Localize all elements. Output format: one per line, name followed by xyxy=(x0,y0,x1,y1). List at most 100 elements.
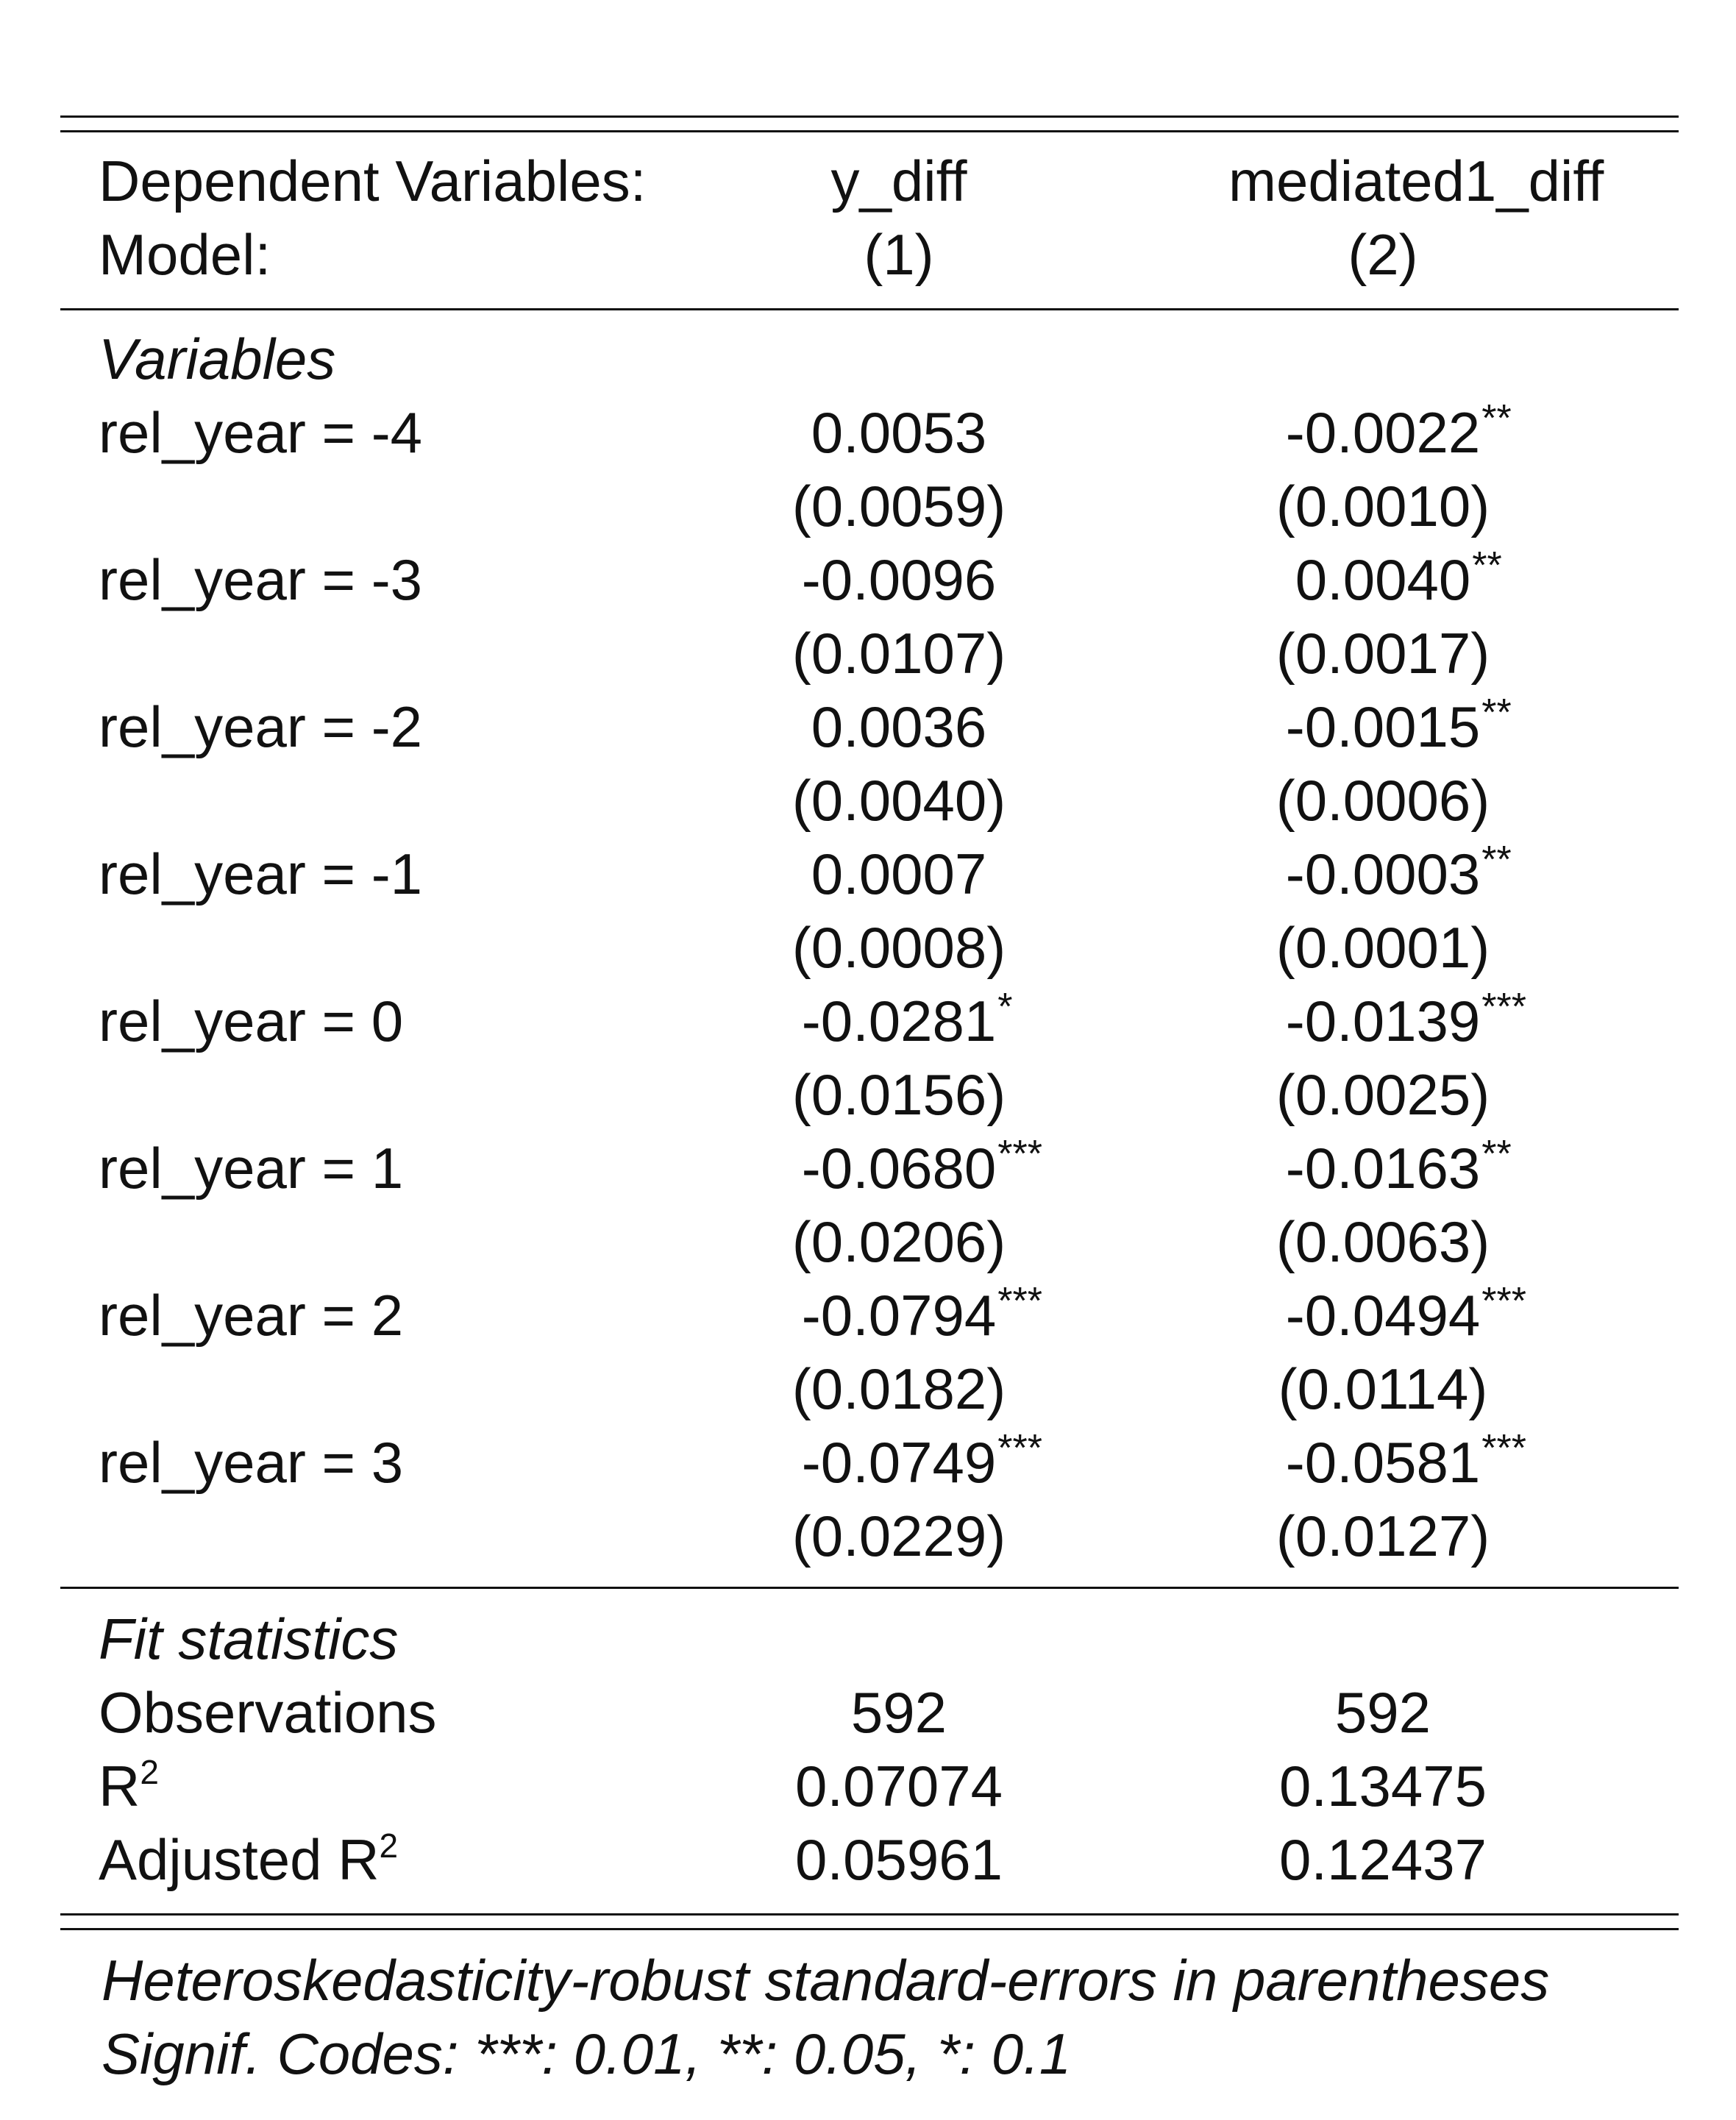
col2-standard-error: (0.0025) xyxy=(1276,1062,1490,1127)
col1-coefficient-cell: 0.0007 xyxy=(752,837,1046,911)
col1-coefficient: -0.0096 xyxy=(802,547,997,612)
observations-row: Observations 592 592 xyxy=(0,1676,1736,1749)
col2-standard-error: (0.0001) xyxy=(1276,915,1490,980)
col1-coefficient-value: 0.0053 xyxy=(811,400,987,465)
coef-row: rel_year = -1 0.0007 -0.0003 ** xyxy=(0,837,1736,911)
variable-label: rel_year = -3 xyxy=(99,547,423,612)
col2-coefficient: -0.0022 ** xyxy=(1286,397,1512,465)
col2-significance-stars: ** xyxy=(1481,397,1512,440)
r2-col1: 0.07074 xyxy=(795,1754,1003,1818)
col1-coefficient-value: -0.0281 xyxy=(801,989,997,1053)
standard-error-row: (0.0229) (0.0127) xyxy=(0,1499,1736,1573)
r2-label: R2 xyxy=(99,1753,159,1818)
note-standard-errors: Heteroskedasticity-robust standard-error… xyxy=(102,1948,1550,2013)
col2-standard-error: (0.0063) xyxy=(1276,1209,1490,1274)
col2-standard-error: (0.0114) xyxy=(1278,1356,1488,1421)
fit-section-row: Fit statistics xyxy=(0,1602,1736,1676)
col1-standard-error: (0.0156) xyxy=(791,1062,1006,1127)
col2-coefficient-value: -0.0163 xyxy=(1285,1136,1481,1200)
col1-standard-error: (0.0008) xyxy=(791,915,1006,980)
variables-section-row: Variables xyxy=(0,322,1736,396)
observations-col1: 592 xyxy=(850,1680,947,1745)
observations-col2: 592 xyxy=(1334,1680,1431,1745)
adjusted-r2-row: Adjusted R2 0.05961 0.12437 xyxy=(0,1823,1736,1896)
col2-coefficient: 0.0040 ** xyxy=(1295,544,1502,612)
variable-label: rel_year = -2 xyxy=(99,694,423,759)
col1-dependent-name: y_diff xyxy=(830,149,967,213)
coef-row: rel_year = -4 0.0053 -0.0022 ** xyxy=(0,396,1736,469)
standard-error-row: (0.0182) (0.0114) xyxy=(0,1352,1736,1426)
col1-coefficient-cell: -0.0680 *** xyxy=(752,1131,1046,1205)
adjusted-r2-col1: 0.05961 xyxy=(795,1827,1003,1892)
col1-coefficient-value: -0.0680 xyxy=(801,1136,997,1200)
col1-significance-stars: * xyxy=(997,986,1013,1028)
col1-coefficient-cell: -0.0749 *** xyxy=(752,1426,1046,1499)
variables-section-label: Variables xyxy=(99,327,336,391)
col1-coefficient: -0.0794 *** xyxy=(801,1280,1042,1348)
bottom-rule-outer xyxy=(60,1913,1679,1916)
col1-coefficient-cell: -0.0096 xyxy=(752,543,1046,616)
col1-coefficient: 0.0036 xyxy=(811,694,987,759)
col2-coefficient-cell: -0.0494 *** xyxy=(1228,1278,1537,1352)
standard-error-row: (0.0107) (0.0017) xyxy=(0,616,1736,690)
standard-error-row: (0.0059) (0.0010) xyxy=(0,469,1736,543)
coef-row: rel_year = -2 0.0036 -0.0015 ** xyxy=(0,690,1736,764)
variable-label: rel_year = 0 xyxy=(99,989,404,1053)
coef-row: rel_year = 1 -0.0680 *** -0.0163 ** xyxy=(0,1131,1736,1205)
col1-coefficient: -0.0680 *** xyxy=(801,1133,1042,1200)
col2-coefficient: -0.0139 *** xyxy=(1286,986,1526,1053)
col2-coefficient-cell: -0.0581 *** xyxy=(1228,1426,1537,1499)
variable-label: rel_year = 2 xyxy=(99,1283,404,1348)
col1-significance-stars: *** xyxy=(997,1427,1042,1470)
col1-standard-error: (0.0107) xyxy=(791,621,1006,686)
header-model-row: Model: (1) (2) xyxy=(0,218,1736,291)
col1-significance-stars: *** xyxy=(997,1133,1042,1175)
col2-coefficient: -0.0003 ** xyxy=(1285,839,1512,906)
col1-standard-error: (0.0182) xyxy=(791,1356,1006,1421)
col1-coefficient: 0.0007 xyxy=(811,842,987,906)
col1-coefficient-value: 0.0007 xyxy=(811,842,987,906)
col1-significance-stars: *** xyxy=(997,1280,1042,1323)
col2-significance-stars: ** xyxy=(1472,544,1502,587)
top-rule-inner xyxy=(60,130,1679,132)
col2-model-number: (2) xyxy=(1348,222,1418,287)
adjusted-r2-label: Adjusted R2 xyxy=(99,1826,399,1892)
standard-error-row: (0.0040) (0.0006) xyxy=(0,764,1736,837)
r2-row: R2 0.07074 0.13475 xyxy=(0,1749,1736,1823)
col2-significance-stars: *** xyxy=(1481,986,1526,1028)
col2-coefficient: -0.0581 *** xyxy=(1286,1427,1526,1495)
standard-error-row: (0.0206) (0.0063) xyxy=(0,1205,1736,1278)
col2-coefficient-value: -0.0494 xyxy=(1285,1283,1481,1348)
col2-coefficient: -0.0015 ** xyxy=(1285,691,1512,759)
col1-coefficient: -0.0749 *** xyxy=(801,1427,1042,1495)
col2-coefficient-value: -0.0015 xyxy=(1285,694,1481,759)
r2-superscript: 2 xyxy=(140,1753,159,1791)
col2-significance-stars: ** xyxy=(1481,839,1512,881)
col1-coefficient-cell: 0.0053 xyxy=(752,396,1046,469)
col2-standard-error: (0.0127) xyxy=(1276,1504,1490,1568)
col2-dependent-name: mediated1_diff xyxy=(1228,149,1604,213)
coef-row: rel_year = -3 -0.0096 0.0040 ** xyxy=(0,543,1736,616)
col1-standard-error: (0.0059) xyxy=(791,474,1006,538)
header-bottom-rule xyxy=(60,308,1679,310)
col1-coefficient-value: -0.0749 xyxy=(801,1430,997,1495)
col1-coefficient-cell: 0.0036 xyxy=(752,690,1046,764)
top-rule-outer xyxy=(60,115,1679,118)
fit-statistics-label: Fit statistics xyxy=(99,1607,399,1671)
model-label: Model: xyxy=(99,222,271,287)
col2-significance-stars: ** xyxy=(1481,691,1512,734)
header-dependent-row: Dependent Variables: y_diff mediated1_di… xyxy=(0,144,1736,218)
col1-model-number: (1) xyxy=(864,222,934,287)
col1-coefficient-value: -0.0794 xyxy=(801,1283,997,1348)
variable-label: rel_year = -4 xyxy=(99,400,423,465)
col1-standard-error: (0.0229) xyxy=(791,1504,1006,1568)
variable-label: rel_year = 1 xyxy=(99,1136,404,1200)
col2-significance-stars: *** xyxy=(1481,1427,1526,1470)
col1-coefficient-value: 0.0036 xyxy=(811,694,987,759)
col2-standard-error: (0.0017) xyxy=(1276,621,1490,686)
col2-significance-stars: *** xyxy=(1481,1280,1526,1323)
col1-coefficient: 0.0053 xyxy=(811,400,987,465)
col2-coefficient-value: -0.0003 xyxy=(1285,842,1481,906)
col1-standard-error: (0.0040) xyxy=(791,768,1006,833)
coef-row: rel_year = 2 -0.0794 *** -0.0494 *** xyxy=(0,1278,1736,1352)
